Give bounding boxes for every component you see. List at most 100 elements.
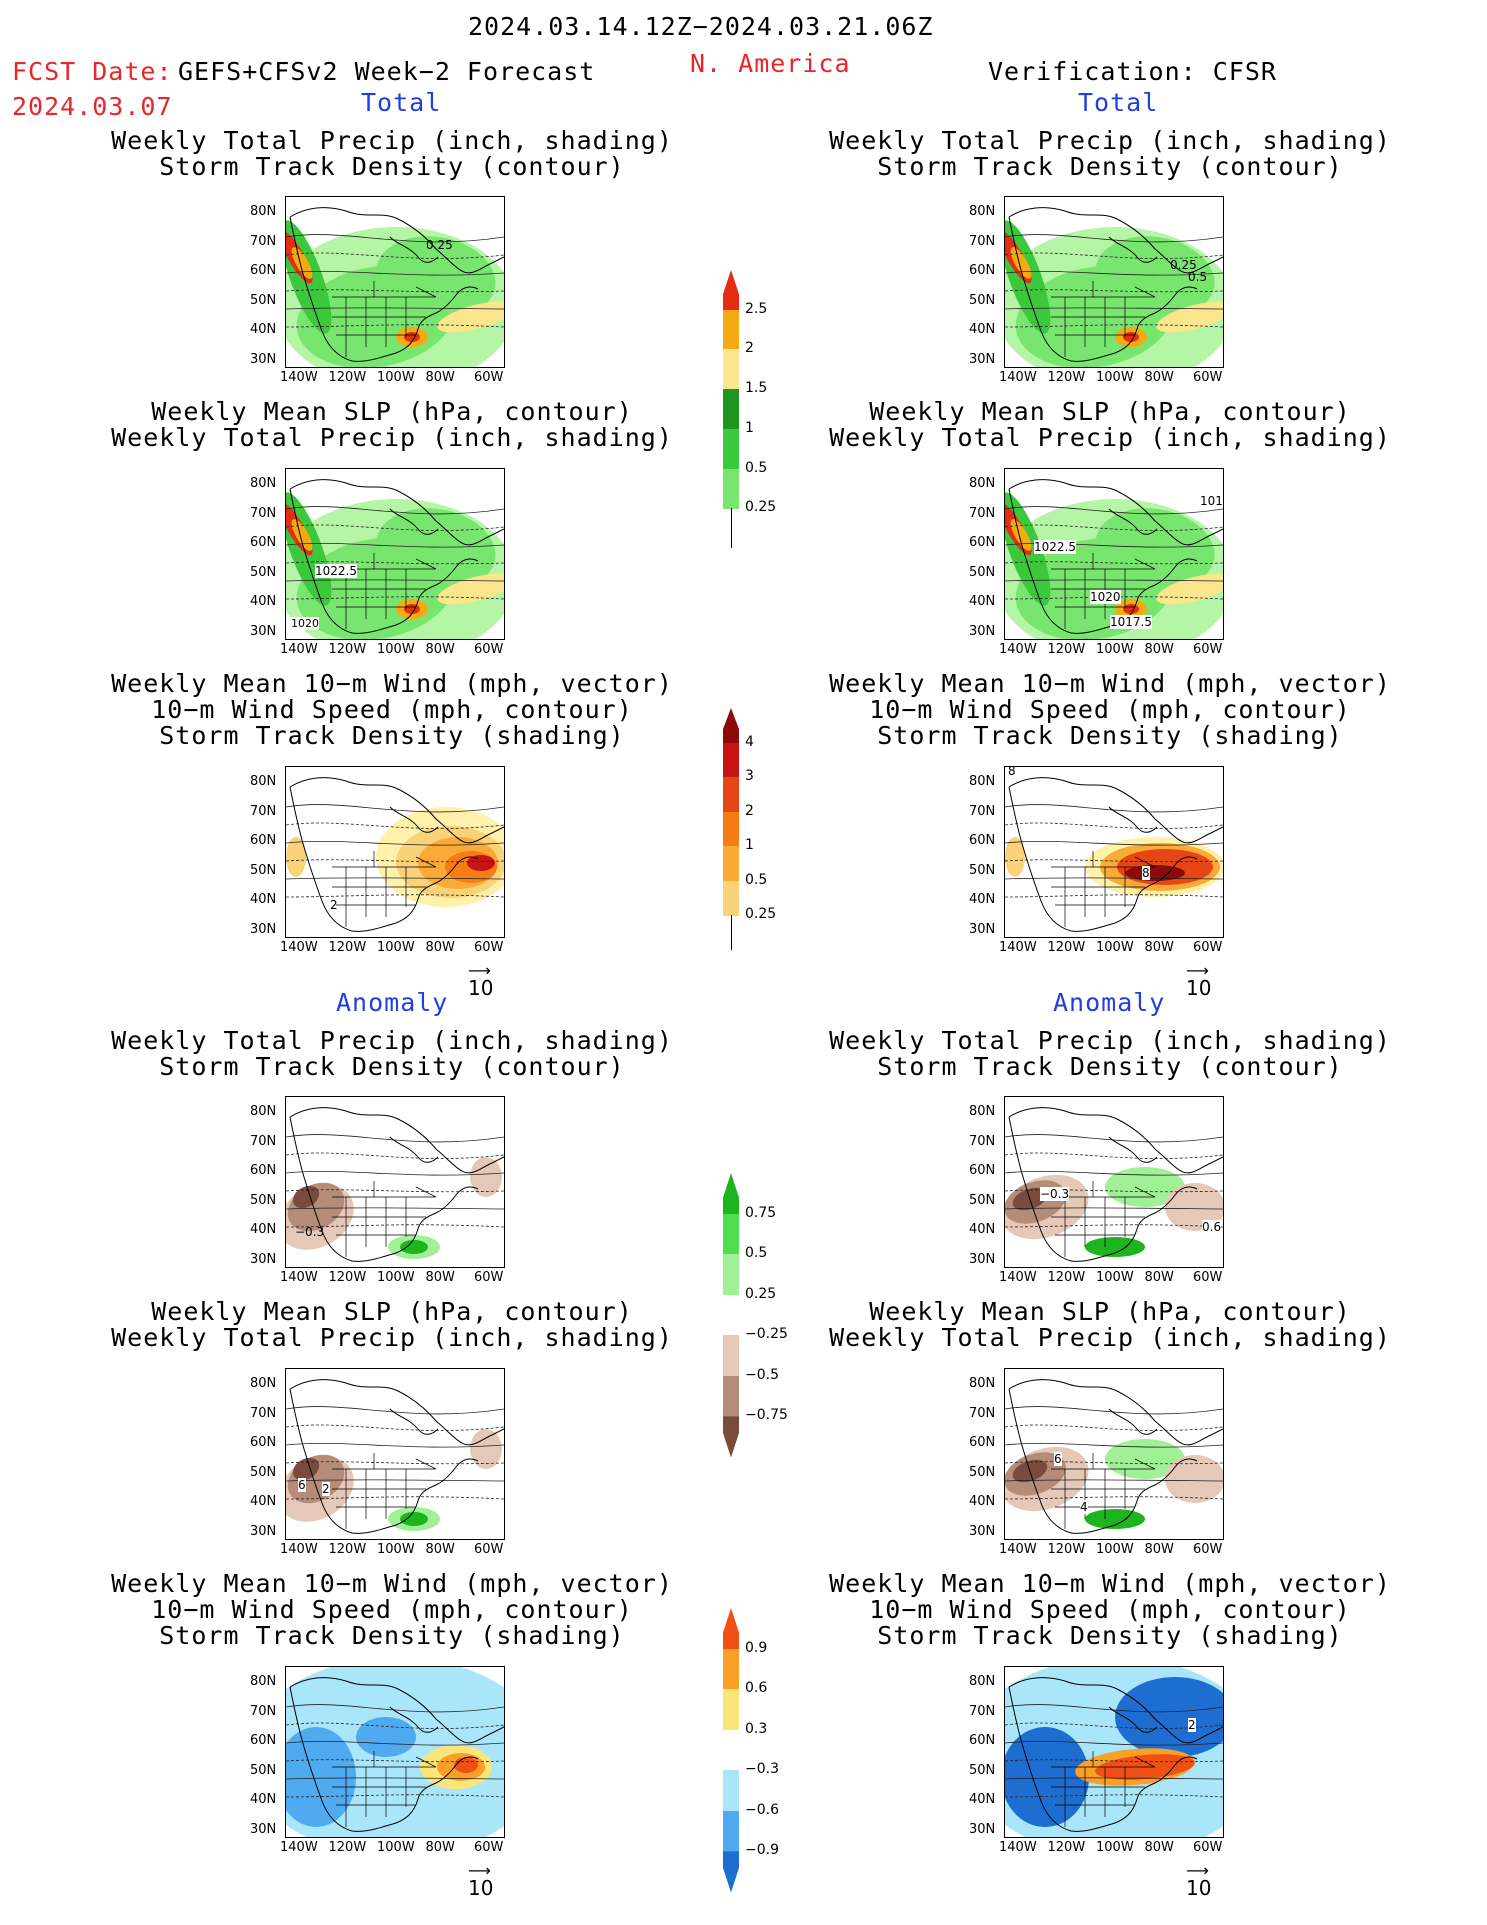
lat-tick-label: 40N (969, 1222, 996, 1237)
contour-label: 4 (1080, 1500, 1088, 1514)
colorbar-segment (723, 846, 739, 882)
left-anomaly-heading: Anomaly (336, 988, 449, 1017)
colorbar-segment (731, 915, 732, 951)
colorbar-label: −0.3 (745, 1761, 779, 1778)
map-precip-storm-left-total (285, 196, 505, 368)
arrow-right-icon: ⟶ (468, 961, 491, 980)
colorbar-segment (723, 880, 739, 916)
lat-tick-label: 50N (250, 292, 277, 308)
colorbar-segment (723, 468, 739, 509)
colorbar-segment (723, 1770, 739, 1812)
map-slp-precip-right-total (1004, 468, 1224, 640)
lon-tick-label: 140W (999, 1840, 1037, 1855)
lon-tick-label: 140W (999, 940, 1037, 955)
contour-label: 1020 (291, 617, 319, 630)
lat-tick-label: 50N (969, 292, 996, 308)
lon-tick-label: 100W (377, 642, 415, 657)
colorbar-segment (723, 811, 739, 847)
lat-tick-label: 40N (969, 322, 996, 337)
lon-tick-label: 60W (474, 642, 504, 657)
colorbar-label: −0.5 (745, 1366, 779, 1383)
arrow-right-icon: ⟶ (1186, 1861, 1209, 1880)
lon-tick-label: 140W (280, 642, 318, 657)
lat-tick-label: 60N (250, 833, 277, 848)
lon-tick-label: 80W (1144, 370, 1174, 385)
colorbar-label: 1 (745, 419, 754, 436)
lon-tick-label: 120W (328, 940, 367, 955)
lat-tick-label: 50N (969, 1464, 996, 1480)
lon-tick-label: 120W (328, 370, 367, 385)
contour-label: 2 (322, 1482, 330, 1496)
lat-tick-label: 70N (250, 1133, 277, 1149)
contour-label: 8 (1008, 764, 1016, 778)
colorbar-segment (723, 1810, 739, 1852)
lon-tick-label: 120W (1047, 370, 1086, 385)
map-slp-precip-right-anom (1004, 1368, 1224, 1540)
lat-tick-label: 80N (250, 1674, 277, 1689)
lat-tick-label: 80N (250, 204, 277, 219)
fcst-date-label: FCST Date: (12, 57, 173, 86)
contour-label: 1017.5 (1110, 615, 1152, 629)
colorbar-label: −0.9 (745, 1842, 779, 1859)
lon-tick-label: 60W (1193, 1840, 1223, 1855)
lat-tick-label: 30N (969, 623, 996, 639)
lon-tick-label: 100W (377, 1840, 415, 1855)
lat-tick-label: 30N (969, 351, 996, 367)
colorbar-label: −0.75 (745, 1407, 788, 1424)
colorbar-label: −0.25 (745, 1326, 788, 1343)
colorbar-label: 0.75 (745, 1204, 777, 1221)
lon-tick-label: 120W (328, 1270, 367, 1285)
colorbar-segment (723, 708, 739, 744)
lat-tick-label: 80N (969, 476, 996, 491)
lon-tick-label: 60W (474, 370, 504, 385)
lon-tick-label: 140W (280, 370, 318, 385)
lat-tick-label: 80N (969, 1674, 996, 1689)
map-precip-storm-right-anom (1004, 1096, 1224, 1268)
contour-label: 0.25 (426, 238, 453, 252)
contour-label: 0.25 (1170, 258, 1197, 272)
contour-label: 6 (1054, 1452, 1062, 1466)
lon-tick-label: 100W (1096, 370, 1134, 385)
lat-tick-label: 30N (250, 921, 277, 937)
verification-label: Verification: CFSR (988, 57, 1277, 86)
lat-tick-label: 30N (250, 623, 277, 639)
lat-tick-label: 40N (250, 322, 277, 337)
lon-tick-label: 60W (1193, 1542, 1223, 1557)
lon-tick-label: 80W (425, 642, 455, 657)
lat-tick-label: 40N (250, 892, 277, 907)
lon-tick-label: 60W (1193, 370, 1223, 385)
lat-tick-label: 80N (250, 1104, 277, 1119)
lat-tick-label: 50N (969, 862, 996, 878)
contour-label: 6 (298, 1478, 306, 1492)
lon-tick-label: 100W (377, 940, 415, 955)
lon-tick-label: 80W (425, 370, 455, 385)
colorbar-label: 0.25 (745, 499, 777, 516)
lat-tick-label: 50N (250, 1464, 277, 1480)
lat-tick-label: 70N (969, 1703, 996, 1719)
lon-tick-label: 100W (377, 370, 415, 385)
vector-ref-left-anom: ⟶ 10 (468, 1861, 494, 1901)
lon-tick-label: 120W (1047, 940, 1086, 955)
lat-tick-label: 30N (969, 1251, 996, 1267)
colorbar-storm-anom (723, 1608, 739, 1893)
lat-tick-label: 80N (969, 774, 996, 789)
lat-tick-label: 30N (250, 1821, 277, 1837)
lat-tick-label: 60N (969, 535, 996, 550)
lat-tick-label: 70N (969, 1405, 996, 1421)
lat-tick-label: 80N (250, 1376, 277, 1391)
colorbar-segment (723, 1729, 739, 1771)
lat-tick-label: 50N (250, 1192, 277, 1208)
lon-tick-label: 120W (1047, 1270, 1086, 1285)
lon-tick-label: 140W (280, 1542, 318, 1557)
lon-tick-label: 120W (1047, 1542, 1086, 1557)
panel-title-slp-precip-left-total: Weekly Mean SLP (hPa, contour) Weekly To… (111, 397, 673, 452)
colorbar-segment (723, 309, 739, 350)
colorbar-label: 3 (745, 768, 754, 785)
map-slp-precip-left-total (285, 468, 505, 640)
panel-title-slp-precip-right-anom: Weekly Mean SLP (hPa, contour) Weekly To… (829, 1297, 1391, 1352)
lon-tick-label: 140W (280, 940, 318, 955)
lat-tick-label: 30N (969, 921, 996, 937)
panel-title-precip-storm-right-total: Weekly Total Precip (inch, shading) Stor… (829, 126, 1391, 181)
colorbar-label: −0.6 (745, 1801, 779, 1818)
lat-tick-label: 70N (250, 233, 277, 249)
